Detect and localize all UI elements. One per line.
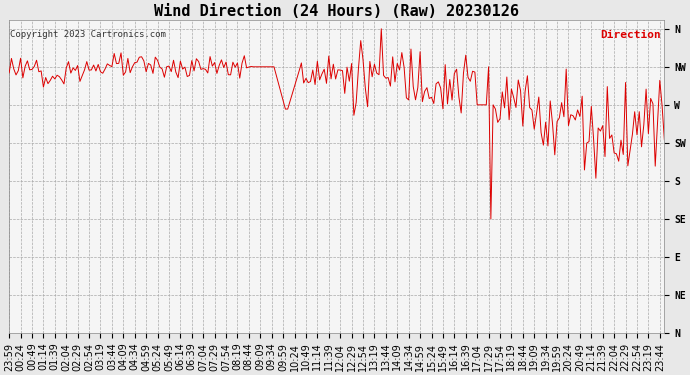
Text: Copyright 2023 Cartronics.com: Copyright 2023 Cartronics.com — [10, 30, 166, 39]
Title: Wind Direction (24 Hours) (Raw) 20230126: Wind Direction (24 Hours) (Raw) 20230126 — [155, 4, 520, 19]
Text: Direction: Direction — [600, 30, 661, 40]
